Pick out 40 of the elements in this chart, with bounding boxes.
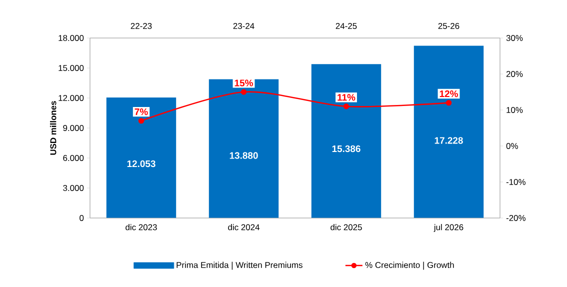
data-label: 13.880 [230,152,258,159]
y2-tick-label: 30% [506,35,523,41]
text: 25-26 [438,22,460,29]
y2-tick-label: 10% [506,107,523,113]
y2-tick-label: -20% [506,215,526,221]
y-tick-label: 0 [80,215,84,221]
y-axis-title: USD millones [50,101,56,155]
data-label: 7% [134,108,148,116]
y2-tick-label: 20% [506,71,523,77]
legend-label: Prima Emitida | Written Premiums [176,262,302,270]
x-tick-label: dic 2024 [228,224,260,230]
bar [414,46,484,218]
x-tick-label: dic 2023 [126,224,157,230]
y2-tick-label: -10% [506,179,526,185]
legend-label: % Crecimiento | Growth [365,262,454,270]
text: 24-25 [336,22,357,29]
data-label: 11% [338,94,356,101]
x-tick-label: dic 2025 [330,224,362,230]
data-label: 12% [440,90,458,98]
text: 23-24 [233,22,254,29]
point [446,100,452,106]
point [138,118,144,124]
y-tick-label: 18.000 [58,35,84,41]
text: 22-23 [130,22,152,29]
bar [106,97,176,218]
y2-tick-label: 0% [506,143,518,149]
bar [208,79,279,218]
data-label: 15% [234,80,253,86]
bar [311,64,382,218]
x-tick-label: jul 2026 [434,224,464,232]
y-tick-label: 9.000 [63,125,84,131]
y-tick-label: 3.000 [63,185,84,191]
y-tick-label: 6.000 [63,155,84,161]
y-tick-label: 12.000 [58,95,84,101]
y-tick-label: 15.000 [58,65,84,71]
data-label: 17.228 [434,137,463,144]
data-label: 12.053 [127,160,156,168]
point [240,89,247,95]
point [343,104,350,110]
data-label: 15.386 [332,145,360,152]
